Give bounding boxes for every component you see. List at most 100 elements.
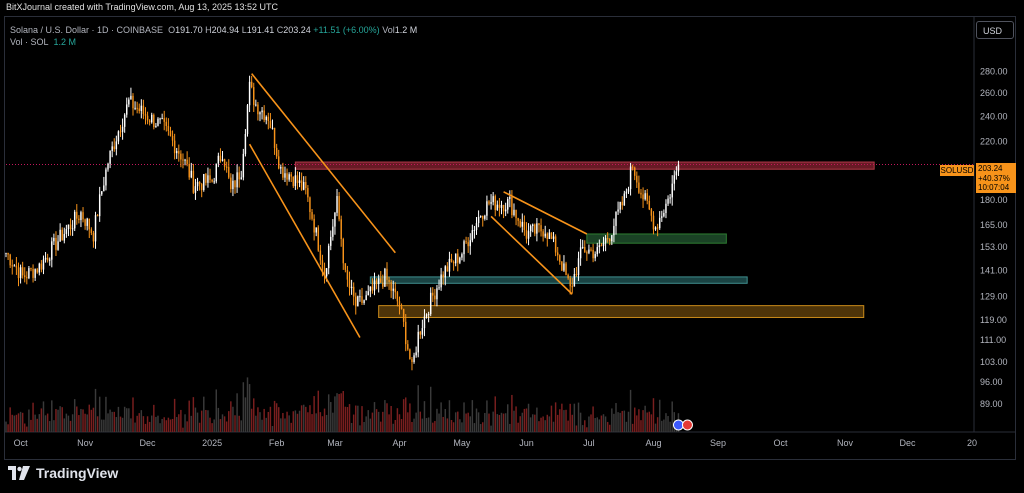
zone-green [586, 233, 727, 244]
volume-bar [221, 414, 224, 432]
volume-bar [398, 414, 401, 432]
volume-bar [565, 409, 567, 432]
volume-bar [581, 425, 584, 432]
candle-up [259, 112, 261, 115]
candle-up [421, 328, 424, 335]
candle-up [280, 167, 282, 169]
candle-down [211, 179, 213, 182]
volume-bar [611, 408, 613, 432]
candle-down [571, 286, 574, 288]
candle-up [28, 268, 30, 279]
volume-bar [540, 417, 542, 432]
candle-up [527, 231, 530, 239]
candle-down [465, 241, 467, 243]
volume-bar [209, 417, 211, 432]
volume-bar [242, 382, 245, 432]
volume-bar [292, 411, 295, 432]
event-flag-icon [681, 419, 693, 431]
candle-down [342, 238, 344, 264]
candle-up [159, 118, 161, 120]
candle-down [182, 159, 184, 161]
candle-down [30, 268, 32, 270]
candle-down [286, 173, 288, 180]
volume-bar [40, 408, 43, 432]
candle-up [248, 81, 251, 106]
candle-down [32, 268, 34, 278]
candle-down [21, 267, 24, 276]
volume-bar [69, 420, 72, 432]
candle-up [507, 199, 509, 210]
candle-down [225, 166, 228, 168]
volume-bar [492, 411, 494, 432]
volume-bar [429, 386, 432, 432]
volume-bar [234, 415, 236, 432]
volume-bar [407, 412, 409, 432]
candle-down [631, 166, 634, 168]
candle-up [184, 159, 186, 161]
candle-up [440, 274, 442, 288]
volume-bar [207, 410, 209, 432]
volume-bar [459, 419, 461, 432]
volume-bar [186, 421, 188, 432]
currency-button[interactable]: USD [976, 21, 1014, 39]
legend-close: 203.24 [283, 25, 311, 35]
candle-down [209, 175, 211, 180]
candle-down [375, 280, 378, 285]
candle-up [13, 265, 16, 267]
volume-bar [650, 414, 653, 432]
x-tick-label: Jul [583, 438, 595, 448]
candle-down [230, 177, 232, 190]
candle-up [658, 217, 661, 229]
volume-bar [255, 415, 257, 432]
y-tick-label: 129.00 [980, 291, 1008, 301]
volume-bar [359, 425, 361, 432]
footer-brand[interactable]: TradingView [8, 462, 118, 484]
last-price-tag: 203.24 +40.37% 10:07:04 [976, 163, 1016, 193]
volume-bar [332, 412, 334, 432]
candle-up [563, 263, 565, 271]
candle-down [404, 321, 407, 345]
volume-bar [361, 406, 363, 432]
candle-up [109, 150, 111, 164]
volume-bar [525, 408, 528, 432]
volume-bar [477, 412, 480, 432]
volume-bar [598, 419, 601, 432]
candle-down [452, 261, 455, 264]
x-tick-label: Jun [519, 438, 534, 448]
volume-bar [223, 416, 226, 432]
volume-bar [457, 411, 459, 432]
volume-bar [211, 423, 213, 432]
trendline [490, 215, 573, 295]
volume-bar [390, 405, 392, 432]
candle-down [352, 286, 355, 297]
volume-bar [134, 422, 136, 432]
y-tick-label: 153.00 [980, 242, 1008, 252]
candle-down [609, 239, 611, 242]
volume-bar [386, 403, 388, 432]
candle-up [221, 159, 224, 161]
candle-up [155, 125, 157, 127]
volume-bar [444, 409, 447, 432]
volume-bar [517, 422, 519, 432]
volume-bar [552, 421, 555, 432]
y-tick-label: 119.00 [980, 315, 1007, 325]
candle-up [415, 352, 417, 356]
brand-name: TradingView [36, 465, 119, 481]
volume-bar [559, 409, 561, 432]
volume-bar [228, 411, 230, 432]
candle-down [113, 146, 115, 150]
volume-bar [629, 389, 632, 432]
volume-bar [36, 418, 38, 432]
volume-bar [142, 416, 145, 432]
volume-bar [511, 394, 513, 432]
volume-bar [652, 398, 655, 432]
volume-bar [494, 396, 496, 432]
volume-bar [250, 408, 253, 432]
legend-change: +11.51 (+6.00%) [313, 25, 380, 35]
candle-up [504, 209, 507, 212]
candle-up [357, 296, 359, 307]
candle-up [448, 258, 451, 272]
volume-indicator-label: Vol · SOL [10, 37, 49, 47]
candle-up [667, 198, 669, 204]
